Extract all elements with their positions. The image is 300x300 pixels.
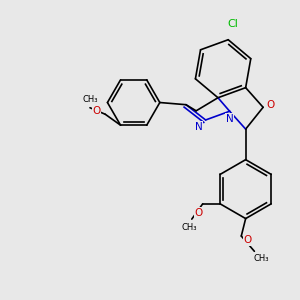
Text: CH₃: CH₃ — [182, 223, 197, 232]
Text: N: N — [195, 122, 203, 131]
Text: O: O — [92, 106, 101, 116]
Text: CH₃: CH₃ — [253, 254, 269, 263]
Text: N: N — [226, 114, 233, 124]
Text: O: O — [267, 100, 275, 110]
Text: O: O — [244, 236, 252, 245]
Text: Cl: Cl — [227, 20, 238, 29]
Text: O: O — [194, 208, 202, 218]
Text: CH₃: CH₃ — [82, 94, 98, 103]
